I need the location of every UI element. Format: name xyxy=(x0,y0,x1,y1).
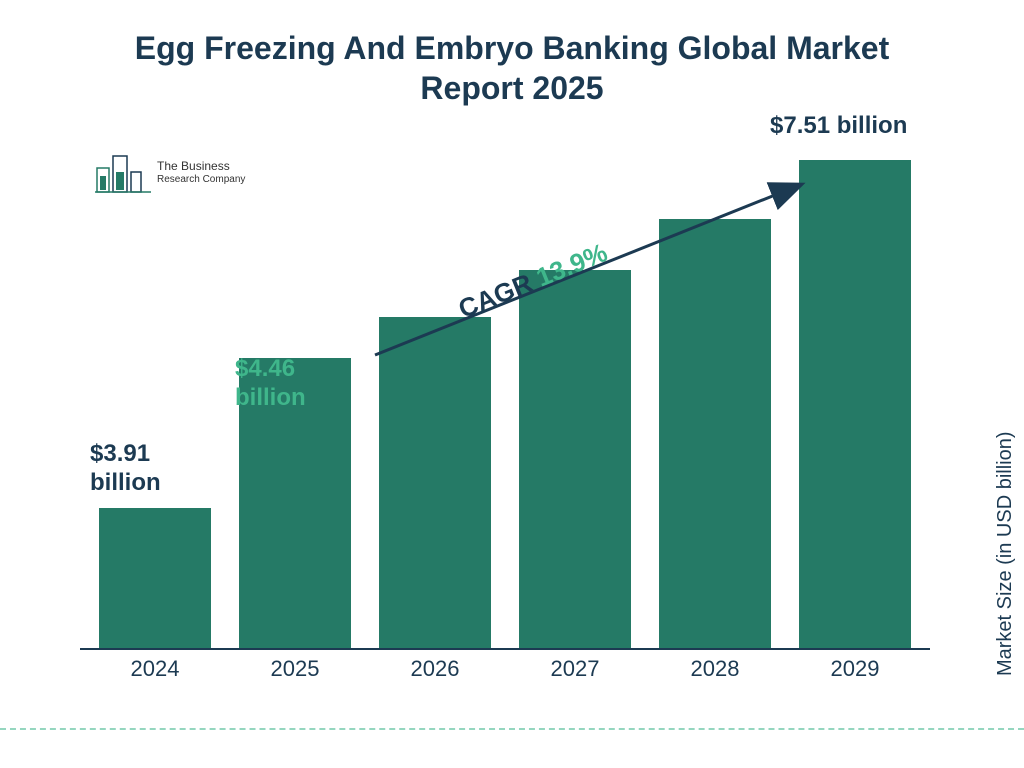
value-label: $3.91billion xyxy=(90,440,161,498)
bar xyxy=(99,508,211,648)
value-label: $4.46billion xyxy=(235,355,306,413)
x-tick-label: 2027 xyxy=(551,656,600,682)
x-tick-label: 2028 xyxy=(691,656,740,682)
cagr-annotation: CAGR 13.9% xyxy=(360,200,860,400)
x-tick-label: 2025 xyxy=(271,656,320,682)
chart-title: Egg Freezing And Embryo Banking Global M… xyxy=(0,0,1024,118)
y-axis-label: Market Size (in USD billion) xyxy=(995,432,1018,677)
x-tick-label: 2029 xyxy=(831,656,880,682)
cagr-arrow-icon xyxy=(360,200,860,400)
x-tick-label: 2024 xyxy=(131,656,180,682)
footer-dashed-line xyxy=(0,728,1024,730)
chart-area: 2024 2025 2026 2027 2028 2029 $3.91billion $4.4… xyxy=(80,130,930,690)
x-tick-label: 2026 xyxy=(411,656,460,682)
value-label: $7.51 billion xyxy=(770,112,907,141)
